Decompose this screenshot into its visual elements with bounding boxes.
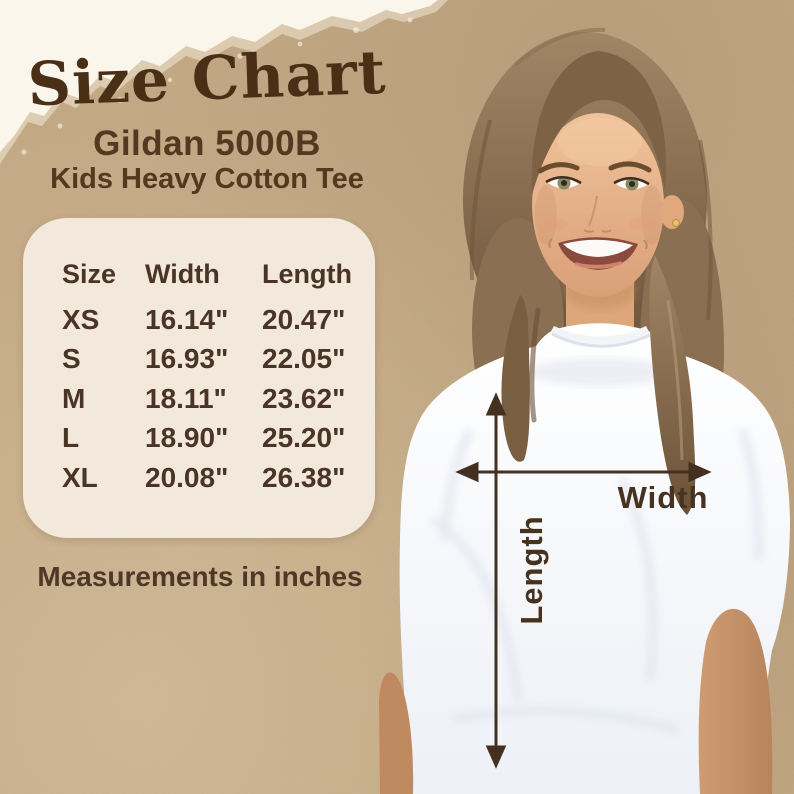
arrowhead-right-icon [688, 461, 712, 483]
arrowhead-up-icon [485, 392, 507, 416]
arrowhead-left-icon [455, 461, 479, 483]
arrowhead-down-icon [485, 745, 507, 769]
width-arrow-label: Width [618, 480, 709, 515]
length-arrow-label: Length [514, 515, 549, 624]
